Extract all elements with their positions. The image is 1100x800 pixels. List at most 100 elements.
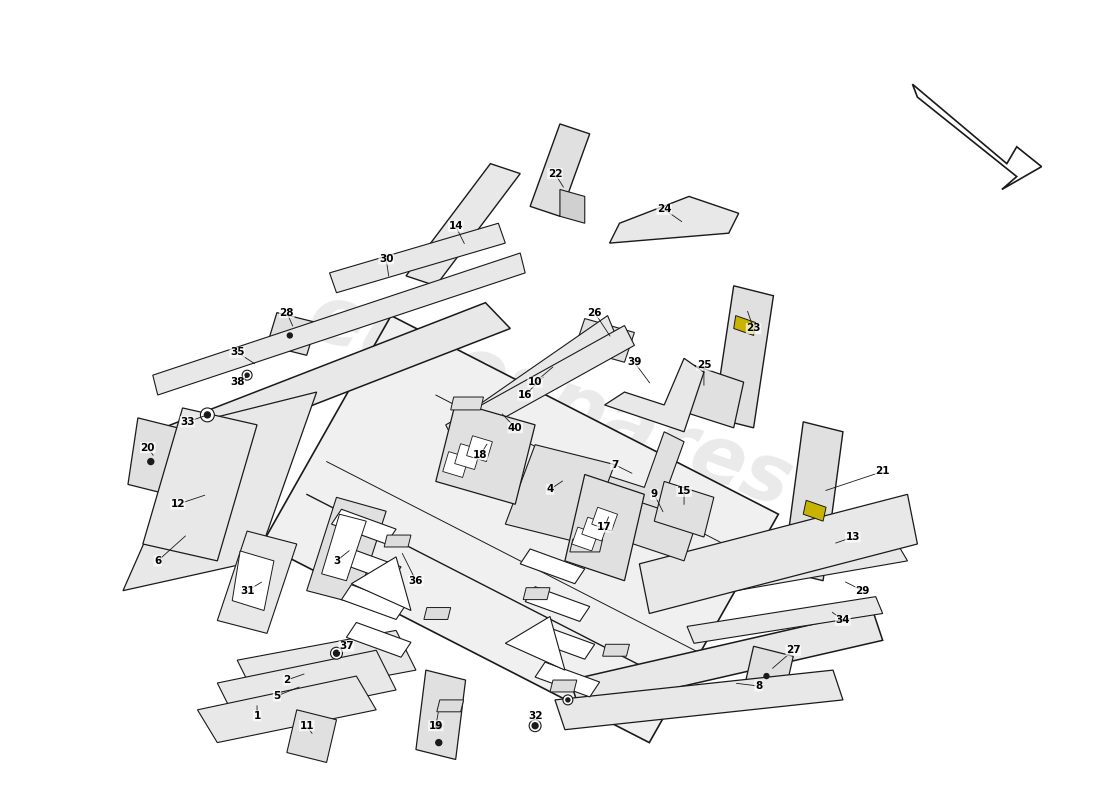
Text: 19: 19 [429, 721, 443, 730]
Circle shape [529, 720, 541, 732]
Circle shape [245, 373, 249, 377]
Circle shape [764, 674, 769, 678]
Polygon shape [331, 510, 396, 544]
Polygon shape [592, 507, 617, 531]
Circle shape [532, 722, 538, 729]
Polygon shape [416, 670, 465, 759]
Polygon shape [351, 557, 411, 610]
Text: 30: 30 [378, 254, 394, 264]
Circle shape [200, 408, 214, 422]
Text: 40: 40 [508, 423, 522, 433]
Polygon shape [520, 549, 585, 584]
Polygon shape [565, 474, 645, 581]
Polygon shape [639, 494, 917, 614]
Polygon shape [684, 366, 744, 428]
Text: 1: 1 [253, 710, 261, 721]
Polygon shape [605, 358, 704, 432]
Text: 3: 3 [333, 556, 340, 566]
Text: 11: 11 [299, 721, 314, 730]
Polygon shape [451, 397, 484, 410]
Polygon shape [218, 650, 396, 722]
Text: 14: 14 [449, 222, 463, 231]
Polygon shape [442, 452, 469, 478]
Text: 20: 20 [141, 442, 155, 453]
Text: 38: 38 [230, 377, 244, 387]
Text: 2: 2 [283, 675, 290, 685]
Text: 5: 5 [273, 691, 280, 701]
Polygon shape [341, 585, 406, 619]
Polygon shape [238, 630, 416, 700]
Circle shape [565, 698, 570, 702]
Circle shape [333, 650, 340, 656]
Polygon shape [446, 326, 635, 445]
Polygon shape [469, 315, 615, 428]
Circle shape [436, 722, 442, 729]
Polygon shape [714, 286, 773, 428]
Circle shape [147, 458, 154, 465]
Text: 29: 29 [856, 586, 870, 596]
Text: 9: 9 [651, 490, 658, 499]
Text: 21: 21 [876, 466, 890, 477]
Polygon shape [307, 498, 386, 603]
Text: 39: 39 [627, 358, 641, 367]
Polygon shape [560, 190, 585, 223]
Text: 17: 17 [597, 522, 612, 532]
Circle shape [287, 333, 293, 338]
Polygon shape [466, 436, 493, 462]
Polygon shape [525, 586, 590, 622]
Text: 35: 35 [230, 347, 244, 358]
Text: 23: 23 [746, 323, 761, 334]
Text: 33: 33 [180, 417, 195, 427]
Text: 31: 31 [240, 586, 254, 596]
Polygon shape [437, 700, 463, 712]
Polygon shape [262, 315, 779, 742]
Text: 27: 27 [786, 646, 801, 655]
Text: 24: 24 [657, 204, 671, 214]
Circle shape [436, 740, 442, 746]
Polygon shape [330, 223, 505, 293]
Polygon shape [530, 625, 595, 659]
Circle shape [563, 695, 573, 705]
Polygon shape [535, 662, 600, 697]
Polygon shape [337, 547, 401, 582]
Circle shape [242, 370, 252, 380]
Polygon shape [575, 318, 635, 362]
Text: 26: 26 [587, 308, 602, 318]
Polygon shape [153, 302, 510, 458]
Polygon shape [609, 197, 739, 243]
Polygon shape [454, 444, 481, 470]
Polygon shape [744, 646, 793, 700]
Polygon shape [803, 500, 826, 521]
Text: 7: 7 [610, 459, 618, 470]
Polygon shape [556, 670, 843, 730]
Polygon shape [384, 535, 411, 547]
Polygon shape [688, 597, 882, 643]
Text: 18: 18 [473, 450, 487, 460]
Text: 32: 32 [528, 710, 542, 721]
Polygon shape [570, 539, 603, 552]
Polygon shape [198, 676, 376, 742]
Polygon shape [321, 514, 366, 581]
Polygon shape [406, 164, 520, 286]
Text: 36: 36 [409, 576, 424, 586]
Text: a passion for cars since 1985: a passion for cars since 1985 [344, 446, 696, 593]
Circle shape [330, 647, 342, 659]
Circle shape [205, 412, 210, 418]
Polygon shape [572, 527, 597, 551]
Polygon shape [550, 680, 576, 692]
Polygon shape [143, 408, 257, 561]
Text: 37: 37 [339, 642, 354, 651]
Polygon shape [123, 392, 317, 590]
Text: 8: 8 [755, 681, 762, 691]
Text: 6: 6 [154, 556, 162, 566]
Polygon shape [424, 607, 451, 619]
Polygon shape [913, 84, 1042, 190]
Polygon shape [346, 622, 411, 658]
Text: 28: 28 [279, 308, 294, 318]
Polygon shape [783, 422, 843, 581]
Polygon shape [625, 502, 697, 561]
Text: 15: 15 [676, 486, 691, 496]
Polygon shape [524, 588, 550, 600]
Polygon shape [669, 544, 907, 601]
Polygon shape [582, 517, 607, 541]
